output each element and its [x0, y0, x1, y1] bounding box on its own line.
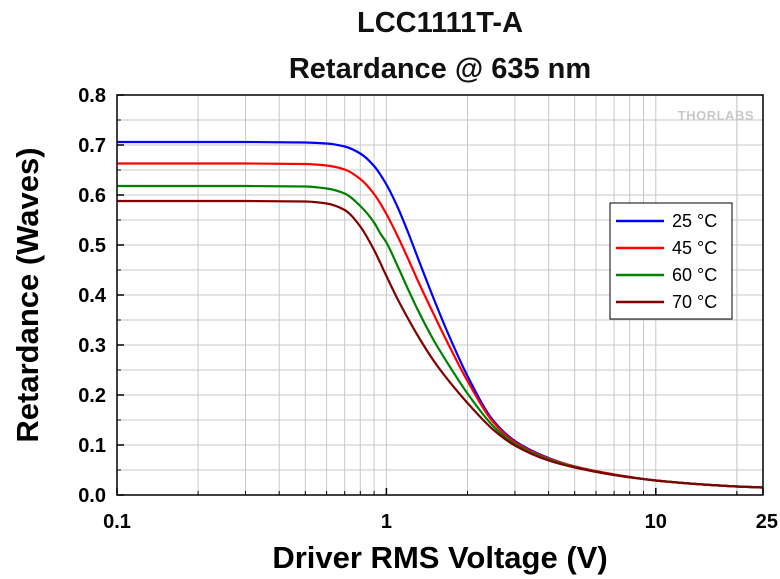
legend-label-2: 45 °C: [672, 238, 717, 258]
plot-frame: [116, 94, 764, 496]
chart-title: LCC1111T-A: [357, 7, 523, 39]
y-tick-label: 0.4: [78, 285, 107, 307]
y-tick-label: 0.5: [78, 235, 106, 257]
legend-box: [609, 202, 733, 320]
y-tick-label: 0.6: [78, 185, 106, 207]
x-tick-label: 25: [756, 511, 778, 533]
x-tick-label: 1: [381, 511, 392, 533]
y-tick-label: 0.2: [78, 385, 106, 407]
legend-label-3: 60 °C: [672, 265, 717, 285]
y-tick-label: 0.8: [78, 85, 106, 107]
y-tick-label: 0.1: [78, 435, 106, 457]
y-tick-label: 0.7: [78, 135, 106, 157]
legend-label-1: 25 °C: [672, 211, 717, 231]
legend-label-4: 70 °C: [672, 292, 717, 312]
x-tick-labels: 0.1 1 10 25: [103, 511, 778, 533]
y-tick-label: 0.0: [78, 485, 106, 507]
x-axis-label: Driver RMS Voltage (V): [272, 540, 607, 575]
x-tick-label: 10: [645, 511, 667, 533]
thorlabs-watermark: THORLABS: [678, 108, 754, 123]
y-tick-label: 0.3: [78, 335, 106, 357]
x-tick-label: 0.1: [103, 511, 131, 533]
series-lines: [117, 140, 764, 489]
legend: 25 °C 45 °C 60 °C 70 °C: [609, 202, 733, 320]
y-tick-labels: 0.0 0.1 0.2 0.3 0.4 0.5 0.6 0.7 0.8: [78, 85, 107, 507]
y-axis-label: Retardance (Waves): [10, 147, 45, 442]
series-line-4: [117, 199, 764, 489]
chart-subtitle: Retardance @ 635 nm: [289, 53, 591, 85]
